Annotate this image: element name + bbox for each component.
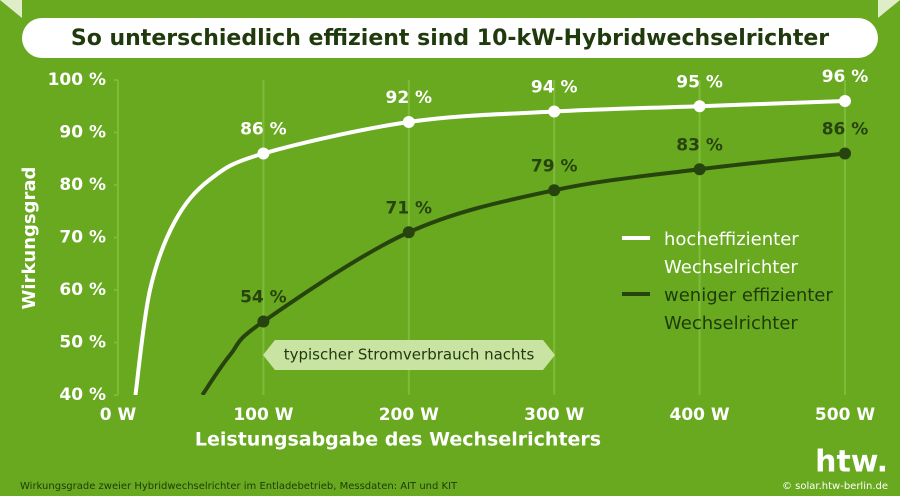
data-point	[402, 116, 415, 128]
y-tick-label: 60 %	[59, 280, 106, 300]
corner-fold	[878, 0, 900, 18]
annotation: typischer Stromverbrauch nachts	[284, 346, 535, 364]
legend-label: weniger effizienter Wechselrichter	[664, 285, 833, 334]
data-point	[257, 315, 270, 328]
data-point	[839, 95, 851, 107]
data-label: 79 %	[531, 156, 578, 176]
y-tick-label: 80 %	[59, 175, 106, 195]
data-label: 71 %	[385, 198, 432, 218]
data-point	[839, 147, 851, 160]
x-axis-label: Leistungsabgabe des Wechselrichters	[195, 429, 601, 451]
x-tick-label: 500 W	[815, 405, 875, 425]
series-line	[133, 99, 846, 395]
annotation-arrow	[263, 340, 555, 370]
footnote: Wirkungsgrade zweier Hybridwechselrichte…	[20, 481, 458, 492]
data-label: 96 %	[822, 67, 869, 87]
data-point	[402, 226, 415, 239]
logo: htw.	[815, 445, 888, 480]
x-tick-label: 200 W	[379, 405, 439, 425]
y-tick-label: 100 %	[48, 70, 106, 90]
data-label: 92 %	[385, 88, 432, 108]
data-label: 83 %	[676, 135, 723, 155]
y-tick-label: 50 %	[59, 333, 106, 353]
data-point	[548, 105, 561, 118]
data-point	[257, 147, 270, 160]
data-label: 86 %	[240, 120, 287, 140]
x-tick-label: 400 W	[670, 405, 730, 425]
data-point	[548, 184, 561, 197]
data-point	[693, 100, 706, 113]
data-label: 94 %	[531, 78, 578, 98]
data-label: 54 %	[240, 288, 287, 308]
title-banner	[22, 18, 878, 58]
chart-title: So unterschiedlich effizient sind 10-kW-…	[71, 26, 829, 51]
y-tick-label: 90 %	[59, 123, 106, 143]
y-tick-label: 70 %	[59, 228, 106, 248]
y-tick-label: 40 %	[59, 385, 106, 405]
data-point	[693, 163, 706, 176]
x-tick-label: 100 W	[233, 405, 293, 425]
x-tick-label: 300 W	[524, 405, 584, 425]
data-label: 86 %	[822, 120, 869, 140]
corner-fold	[0, 0, 22, 18]
legend-label: hocheffizienter Wechselrichter	[664, 229, 799, 278]
grid	[114, 79, 846, 396]
y-axis-label: Wirkungsgrad	[19, 167, 40, 310]
credit: © solar.htw-berlin.de	[782, 481, 888, 492]
x-tick-label: 0 W	[100, 405, 137, 425]
data-label: 95 %	[676, 72, 723, 92]
